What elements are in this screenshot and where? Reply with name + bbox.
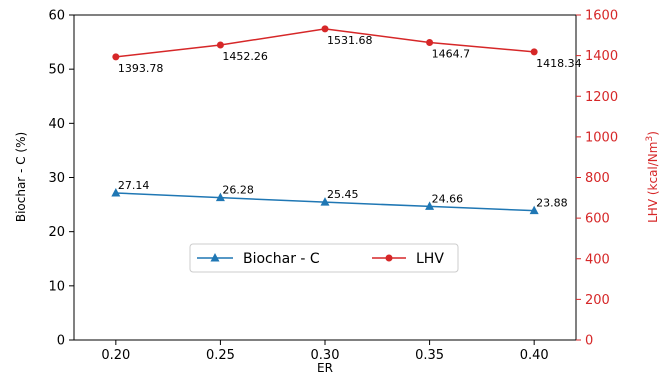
legend-item-lhv: LHV xyxy=(372,251,444,267)
right-tick-label: 0 xyxy=(585,334,593,349)
left-tick-label: 60 xyxy=(48,9,65,24)
circle-marker-icon xyxy=(385,254,393,262)
data-labels: 27.14 26.28 25.45 24.66 23.88 1393.78 1452.26 1… xyxy=(118,34,582,210)
lhv-data-label: 1418.34 xyxy=(536,57,582,70)
right-tick-label: 600 xyxy=(585,212,610,227)
legend-box xyxy=(189,243,459,273)
left-tick-label: 50 xyxy=(48,63,65,78)
lhv-data-label: 1452.26 xyxy=(222,50,268,63)
right-tick-label: 1200 xyxy=(585,90,618,105)
right-tick-label: 1000 xyxy=(585,130,618,145)
lhv-point xyxy=(321,25,329,33)
left-tick-label: 20 xyxy=(48,225,65,240)
x-tick-label: 0.40 xyxy=(520,348,549,363)
biochar-point xyxy=(111,187,121,197)
right-axis-ticks: 0 200 400 600 800 1000 1200 1400 1600 xyxy=(576,9,618,349)
left-tick-label: 40 xyxy=(48,117,65,132)
legend-label-biochar: Biochar - C xyxy=(243,251,320,267)
x-tick-label: 0.35 xyxy=(415,348,444,363)
right-tick-label: 200 xyxy=(585,293,610,308)
legend: Biochar - C LHV xyxy=(189,243,459,273)
lhv-data-label: 1531.68 xyxy=(327,34,373,47)
right-tick-label: 1600 xyxy=(585,9,618,24)
biochar-data-label: 25.45 xyxy=(327,188,359,201)
lhv-point xyxy=(216,41,224,49)
left-tick-label: 30 xyxy=(48,171,65,186)
lhv-data-label: 1393.78 xyxy=(118,62,164,75)
legend-label-lhv: LHV xyxy=(416,251,444,267)
left-axis-ticks: 0 10 20 30 40 50 60 xyxy=(48,9,74,349)
biochar-data-label: 27.14 xyxy=(118,179,150,192)
right-tick-label: 1400 xyxy=(585,49,618,64)
y-right-axis-label: LHV (kcal/Nm3) xyxy=(645,131,660,223)
left-tick-label: 0 xyxy=(57,334,65,349)
x-tick-label: 0.20 xyxy=(101,348,130,363)
series-markers xyxy=(111,25,539,215)
biochar-point xyxy=(425,201,435,210)
x-tick-label: 0.30 xyxy=(311,348,340,363)
biochar-point xyxy=(529,205,539,215)
right-tick-label: 800 xyxy=(585,171,610,186)
triangle-marker-icon xyxy=(210,253,220,262)
lhv-point xyxy=(426,38,434,46)
legend-item-biochar: Biochar - C xyxy=(197,251,320,267)
right-tick-label: 400 xyxy=(585,252,610,267)
biochar-point xyxy=(215,192,225,202)
biochar-data-label: 23.88 xyxy=(536,197,568,210)
lhv-point xyxy=(530,48,538,56)
biochar-data-label: 26.28 xyxy=(222,184,254,197)
x-tick-label: 0.25 xyxy=(206,348,235,363)
lhv-data-label: 1464.7 xyxy=(432,47,471,60)
biochar-data-label: 24.66 xyxy=(432,192,464,205)
left-tick-label: 10 xyxy=(48,279,65,294)
x-axis-ticks: 0.20 0.25 0.30 0.35 0.40 xyxy=(101,340,549,363)
lhv-point xyxy=(112,53,120,61)
plot-frame xyxy=(73,14,577,341)
y-left-axis-label: Biochar - C (%) xyxy=(14,132,28,222)
biochar-point xyxy=(320,197,330,206)
x-axis-label: ER xyxy=(317,361,333,375)
